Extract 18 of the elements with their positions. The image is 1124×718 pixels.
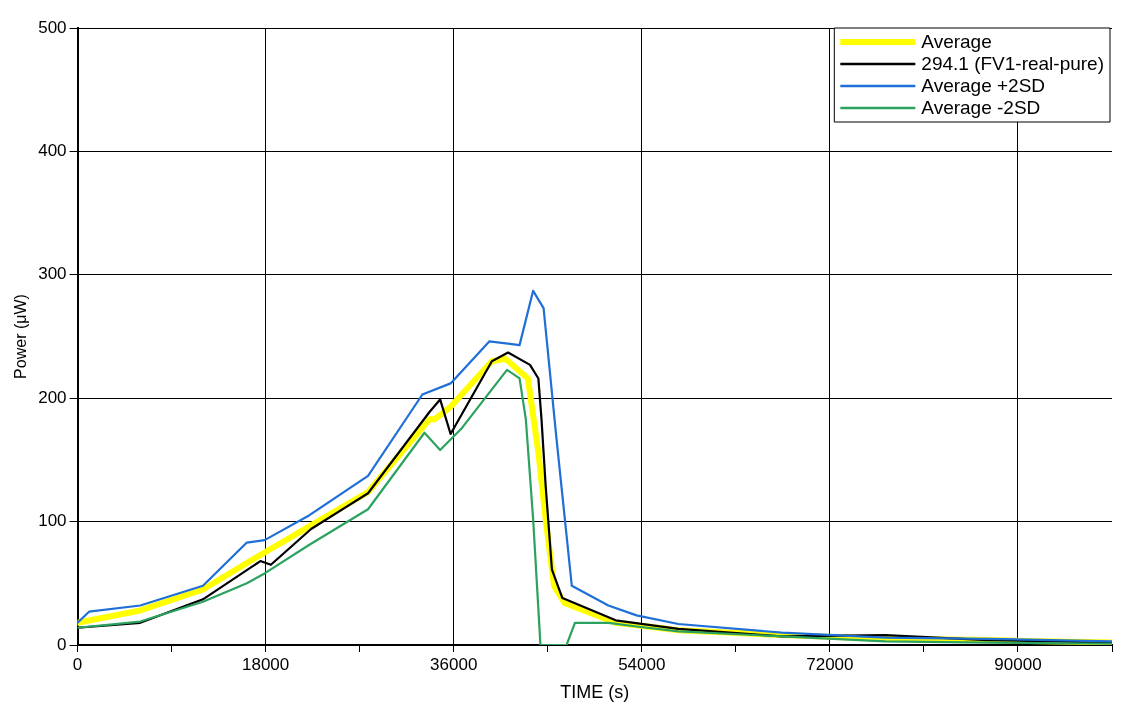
y-tick-label: 100 (38, 511, 67, 531)
x-tick-label: 0 (72, 654, 83, 674)
legend-label: Average +2SD (921, 75, 1046, 97)
y-tick-label: 500 (38, 17, 67, 37)
y-tick-label: 400 (38, 141, 67, 161)
x-tick-label: 90000 (994, 654, 1042, 674)
y-tick-label: 300 (38, 264, 67, 284)
x-tick-label: 54000 (618, 654, 666, 674)
legend-label: Average (921, 31, 992, 53)
legend-label: 294.1 (FV1-real-pure) (921, 53, 1105, 75)
y-tick-label: 0 (57, 634, 67, 654)
x-axis-title: TIME (s) (560, 682, 630, 703)
legend-label: Average -2SD (921, 97, 1041, 119)
x-tick-label: 18000 (242, 654, 290, 674)
y-tick-label: 200 (38, 387, 67, 407)
x-tick-label: 36000 (430, 654, 478, 674)
y-axis-title: Power (μW) (12, 294, 30, 379)
x-tick-label: 72000 (806, 654, 854, 674)
